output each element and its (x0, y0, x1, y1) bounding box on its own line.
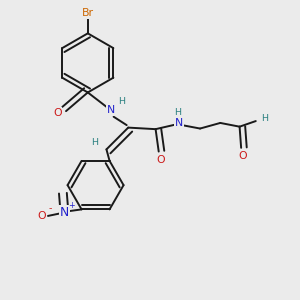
Text: N: N (175, 118, 183, 128)
Text: O: O (53, 108, 61, 118)
Text: H: H (91, 138, 98, 147)
Text: O: O (38, 211, 46, 220)
Text: H: H (261, 114, 268, 123)
Text: -: - (48, 204, 52, 213)
Text: +: + (68, 201, 75, 210)
Text: Br: Br (82, 8, 94, 18)
Text: O: O (156, 155, 165, 165)
Text: H: H (174, 109, 181, 118)
Text: H: H (118, 97, 125, 106)
Text: N: N (107, 106, 115, 116)
Text: O: O (238, 151, 247, 161)
Text: N: N (60, 206, 69, 219)
